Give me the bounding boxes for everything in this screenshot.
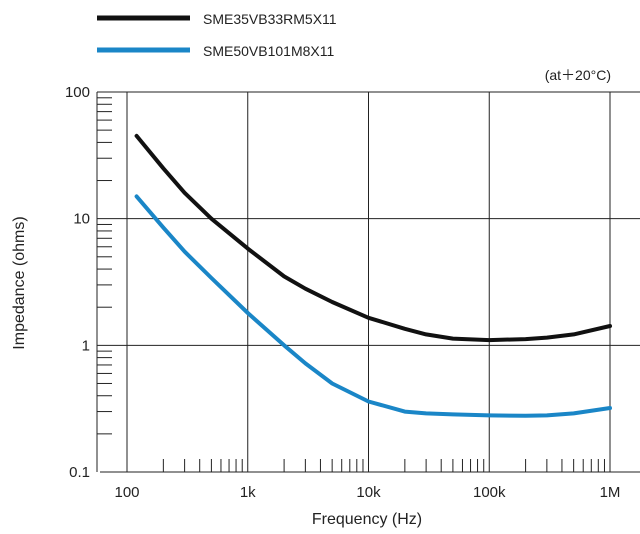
legend-label-series-1: SME35VB33RM5X11 [203, 11, 337, 27]
x-tick-label: 1k [240, 484, 256, 501]
series-line-1 [134, 133, 612, 343]
series-lines [134, 133, 612, 418]
x-tick-label: 10k [356, 484, 381, 501]
y-tick-label: 10 [73, 211, 90, 228]
legend: SME35VB33RM5X11 SME50VB101M8X11 [97, 11, 337, 59]
minor-ticks [97, 97, 605, 472]
grid-lines [96, 91, 640, 473]
x-axis-label: Frequency (Hz) [312, 511, 422, 528]
tick-labels: 100 1k 10k 100k 1M 0.1 1 10 100 [65, 84, 620, 501]
legend-label-series-2: SME50VB101M8X11 [203, 43, 334, 59]
y-tick-label: 0.1 [69, 464, 90, 481]
temperature-annotation: (at＋20°C) [545, 67, 611, 83]
series-line-2 [134, 194, 612, 418]
x-tick-label: 100 [114, 484, 139, 501]
y-axis-label: Impedance (ohms) [11, 216, 28, 349]
x-tick-label: 1M [600, 484, 621, 501]
x-tick-label: 100k [473, 484, 506, 501]
y-tick-label: 1 [82, 337, 90, 354]
y-tick-label: 100 [65, 84, 90, 101]
